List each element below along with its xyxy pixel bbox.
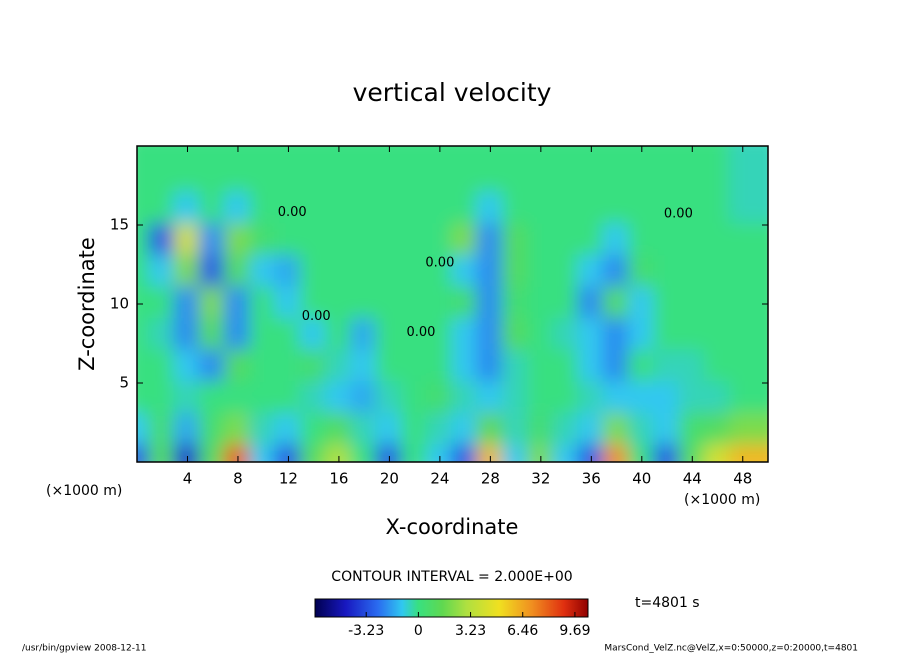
contour-interval: CONTOUR INTERVAL = 2.000E+00 <box>331 569 572 585</box>
x-tick-label: 36 <box>582 470 601 488</box>
x-tick-label: 44 <box>683 470 702 488</box>
cell <box>728 146 768 192</box>
y-tick-label: 10 <box>110 295 129 313</box>
x-tick-label: 28 <box>481 470 500 488</box>
colorbar <box>314 598 589 618</box>
x-unit: (×1000 m) <box>684 492 760 508</box>
contour-labels: 0.00 0.00 0.00 0.00 0.00 <box>278 205 693 340</box>
chart-title: vertical velocity <box>353 78 552 107</box>
colorbar-tick-label: -3.23 <box>348 623 384 639</box>
x-tick-label: 4 <box>183 470 193 488</box>
colorbar-tick-label: 0 <box>414 623 423 639</box>
footer-left: /usr/bin/gpview 2008-12-11 <box>22 644 146 654</box>
y-tick-label: 15 <box>110 216 129 234</box>
x-tick-label: 20 <box>380 470 399 488</box>
x-tick-label: 32 <box>531 470 550 488</box>
x-axis-label: X-coordinate <box>386 515 519 539</box>
cells <box>137 146 768 462</box>
x-tick-label: 40 <box>632 470 651 488</box>
x-tick-label: 24 <box>430 470 449 488</box>
contour-label: 0.00 <box>425 255 454 270</box>
colorbar-tick-label: 6.46 <box>507 623 538 639</box>
x-tick-label: 48 <box>733 470 752 488</box>
contour-label: 0.00 <box>278 205 307 220</box>
x-tick-label: 8 <box>233 470 243 488</box>
colorbar-tick-label: 3.23 <box>455 623 486 639</box>
footer-right: MarsCond_VelZ.nc@VelZ,x=0:50000,z=0:2000… <box>604 644 858 654</box>
y-tick-label: 5 <box>119 374 129 392</box>
time-label: t=4801 s <box>635 595 700 611</box>
y-unit: (×1000 m) <box>46 483 122 499</box>
contour-label: 0.00 <box>406 325 435 340</box>
colorbar-tick-label: 9.69 <box>559 623 590 639</box>
x-tick-label: 16 <box>329 470 348 488</box>
y-axis-label: Z-coordinate <box>75 237 99 371</box>
contour-label: 0.00 <box>302 309 331 324</box>
x-tick-label: 12 <box>279 470 298 488</box>
contour-label: 0.00 <box>664 206 693 221</box>
field <box>137 146 768 462</box>
